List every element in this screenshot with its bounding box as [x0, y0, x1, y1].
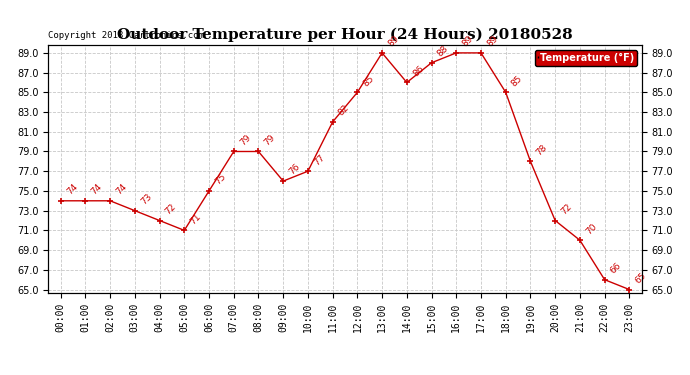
- Text: 65: 65: [633, 271, 648, 285]
- Text: 78: 78: [535, 143, 549, 157]
- Text: 74: 74: [90, 182, 104, 196]
- Text: 76: 76: [287, 162, 302, 177]
- Text: 86: 86: [411, 64, 426, 78]
- Text: 71: 71: [188, 212, 203, 226]
- Legend: Temperature (°F): Temperature (°F): [535, 50, 637, 66]
- Text: 79: 79: [238, 133, 253, 147]
- Text: 72: 72: [164, 202, 178, 216]
- Text: 73: 73: [139, 192, 153, 207]
- Text: 70: 70: [584, 222, 598, 236]
- Text: 74: 74: [115, 182, 129, 196]
- Text: 75: 75: [213, 172, 228, 187]
- Text: 85: 85: [362, 74, 376, 88]
- Text: 89: 89: [386, 34, 401, 49]
- Text: 85: 85: [510, 74, 524, 88]
- Text: Copyright 2018 Cartronics.com: Copyright 2018 Cartronics.com: [48, 31, 204, 40]
- Text: 89: 89: [460, 34, 475, 49]
- Text: 66: 66: [609, 261, 623, 276]
- Text: 79: 79: [263, 133, 277, 147]
- Text: 82: 82: [337, 104, 351, 118]
- Text: 74: 74: [65, 182, 79, 196]
- Text: 77: 77: [312, 153, 326, 167]
- Text: 89: 89: [485, 34, 500, 49]
- Text: 72: 72: [560, 202, 574, 216]
- Title: Outdoor Temperature per Hour (24 Hours) 20180528: Outdoor Temperature per Hour (24 Hours) …: [117, 28, 573, 42]
- Text: 88: 88: [435, 44, 450, 58]
